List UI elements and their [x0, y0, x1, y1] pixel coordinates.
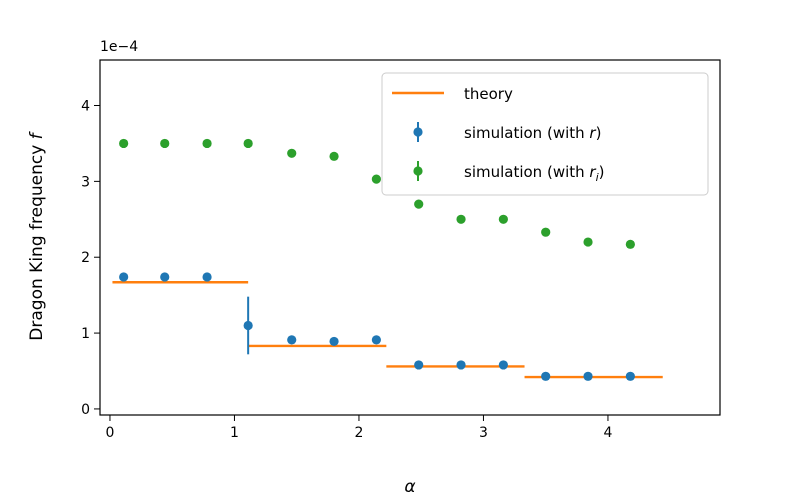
data-point [202, 272, 212, 282]
plot-area [112, 138, 663, 381]
x-tick-label: 1 [230, 425, 239, 441]
y-tick-label: 3 [81, 174, 90, 190]
data-point [583, 371, 593, 381]
data-point [625, 239, 635, 249]
data-point [119, 272, 129, 282]
axis-ticks: 0 1 2 3 4 0 1 2 3 4 [81, 99, 612, 441]
data-point [456, 360, 466, 370]
data-point [414, 360, 424, 370]
y-tick-label: 1 [81, 326, 90, 342]
data-point [329, 336, 339, 347]
y-tick-label: 2 [81, 250, 90, 266]
data-point [371, 335, 381, 345]
x-axis-label: α [404, 477, 415, 497]
data-point [243, 138, 253, 149]
x-tick-label: 2 [354, 425, 363, 441]
legend: theory simulation (with r) simulation (wit… [381, 72, 709, 196]
y-tick-label: 0 [81, 402, 90, 418]
data-point [243, 320, 253, 331]
data-point [456, 214, 466, 224]
legend-label: theory [464, 85, 513, 103]
x-tick-label: 3 [479, 425, 488, 441]
data-point [160, 138, 170, 149]
data-point [414, 199, 424, 209]
data-point [498, 360, 508, 370]
legend-label: simulation (with ri) [464, 163, 605, 184]
data-point [202, 138, 212, 149]
data-point [329, 151, 339, 161]
data-point [541, 371, 551, 381]
axes-frame [99, 59, 721, 416]
data-point [119, 138, 129, 149]
data-point [287, 148, 297, 158]
legend-label: simulation (with r) [464, 124, 601, 142]
y-offset-label: 1e−4 [100, 39, 138, 55]
data-point [583, 237, 593, 247]
x-tick-label: 0 [105, 425, 114, 441]
data-point [371, 174, 381, 184]
legend-point-marker [413, 127, 423, 137]
y-tick-label: 4 [81, 99, 90, 115]
data-point [287, 335, 297, 345]
y-axis-label: Dragon King frequency f [27, 130, 47, 340]
x-tick-label: 4 [603, 425, 612, 441]
data-point [160, 272, 170, 282]
legend-point-marker [413, 166, 423, 176]
data-point [625, 371, 635, 381]
legend-box [381, 72, 709, 196]
data-point [541, 227, 551, 237]
data-point [498, 214, 508, 224]
